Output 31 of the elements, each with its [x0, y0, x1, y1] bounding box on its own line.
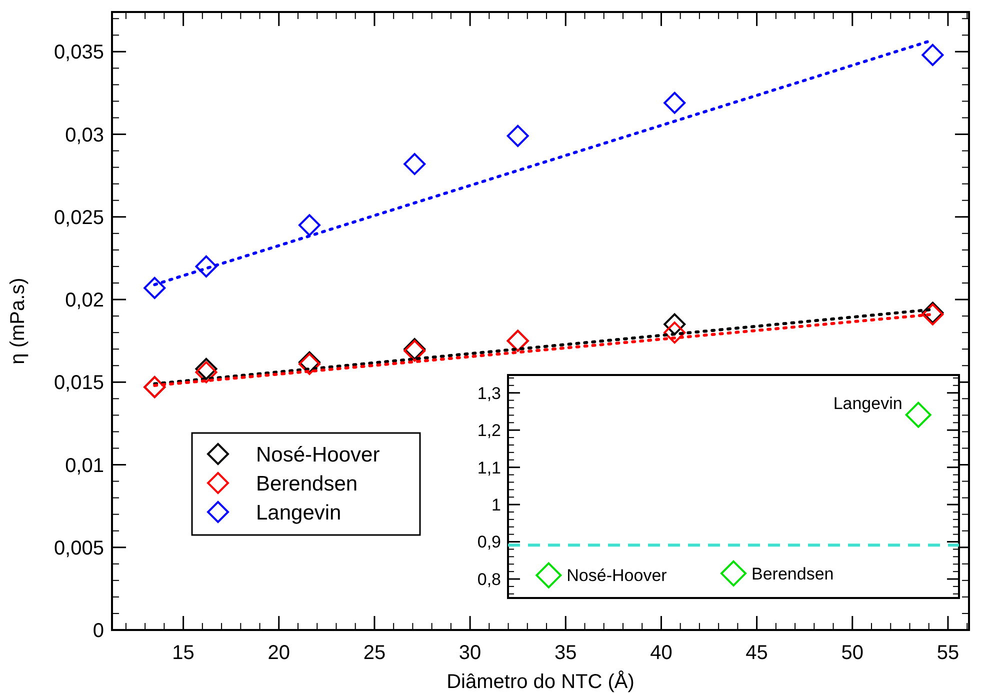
legend-label: Berendsen: [256, 472, 358, 496]
legend-label: Langevin: [256, 501, 342, 524]
annotation: Berendsen: [752, 564, 834, 584]
y-tick-label: 0,9: [477, 532, 501, 552]
y-tick-label: 1,3: [477, 384, 501, 403]
y-tick-label: 1: [492, 496, 501, 515]
y-tick-label: 0,005: [54, 537, 104, 560]
x-axis-title: Diâmetro do NTC (Å): [446, 670, 634, 693]
y-tick-label: 0,035: [54, 42, 104, 64]
legend-label: Nosé-Hoover: [256, 443, 380, 466]
y-tick-label: 0,015: [54, 372, 104, 394]
y-axis-title: η (mPa.s): [7, 278, 29, 364]
y-tick-label: 1,2: [477, 421, 501, 440]
x-tick-label: 20: [268, 642, 290, 664]
x-tick-label: 55: [936, 642, 960, 664]
y-tick-label: 0,02: [65, 290, 104, 312]
y-tick-label: 0,025: [54, 206, 104, 229]
annotation: Nosé-Hoover: [566, 566, 668, 586]
x-tick-label: 45: [746, 642, 768, 664]
y-tick-label: 0,01: [65, 454, 104, 477]
annotation: Langevin: [833, 394, 902, 413]
x-tick-label: 50: [841, 642, 864, 664]
y-tick-label: 0,03: [65, 124, 104, 146]
y-tick-label: 0,8: [477, 570, 501, 589]
x-tick-label: 15: [172, 642, 194, 664]
x-tick-label: 25: [363, 642, 386, 664]
x-tick-label: 35: [554, 642, 577, 664]
x-tick-label: 40: [650, 642, 672, 664]
y-tick-label: 0: [92, 620, 104, 642]
y-tick-label: 1,1: [477, 458, 501, 478]
x-tick-label: 30: [458, 642, 482, 664]
